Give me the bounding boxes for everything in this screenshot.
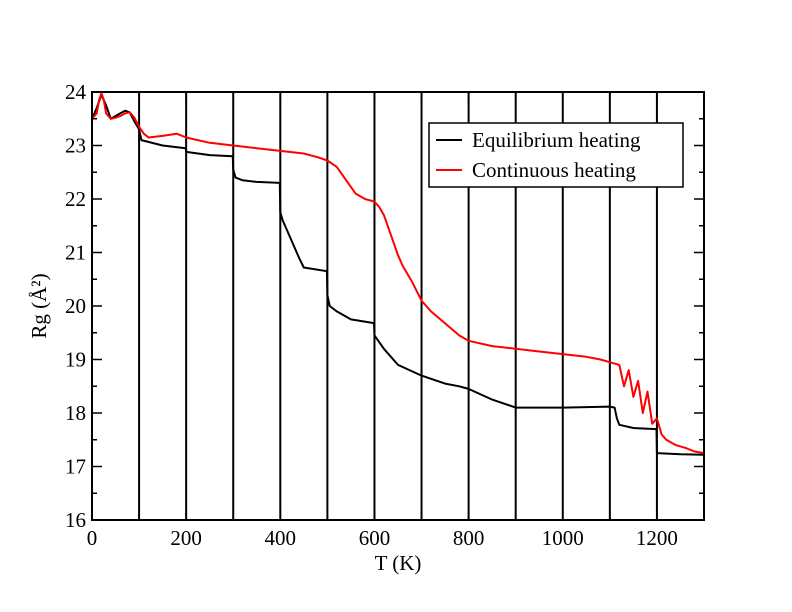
x-tick-label: 800 bbox=[453, 526, 485, 550]
x-axis-title: T (K) bbox=[375, 551, 422, 575]
legend-box bbox=[428, 122, 684, 188]
y-tick-label: 22 bbox=[65, 187, 86, 211]
y-tick-label: 23 bbox=[65, 134, 86, 158]
y-tick-label: 16 bbox=[65, 508, 86, 532]
legend-label-continuous-heating: Continuous heating bbox=[472, 158, 636, 182]
y-axis-title: Rg (Å²) bbox=[27, 273, 51, 338]
axis-ticks bbox=[91, 91, 704, 521]
x-tick-label: 600 bbox=[359, 526, 391, 550]
series-line-equilibrium-heating bbox=[91, 93, 705, 456]
series-layer bbox=[91, 92, 705, 456]
y-tick-label: 21 bbox=[65, 241, 86, 265]
x-tick-label: 0 bbox=[87, 526, 98, 550]
y-tick-label: 19 bbox=[65, 348, 86, 372]
y-tick-label: 18 bbox=[65, 401, 86, 425]
x-tick-label: 200 bbox=[170, 526, 202, 550]
legend: Equilibrium heating Continuous heating bbox=[428, 122, 684, 188]
x-tick-label: 400 bbox=[265, 526, 297, 550]
series-line-continuous-heating bbox=[91, 92, 705, 455]
y-tick-label: 20 bbox=[65, 294, 86, 318]
x-tick-label: 1000 bbox=[542, 526, 584, 550]
axis-tick-labels: 0 200 400 600 800 1000 1200 16 17 18 19 20 21 22 23 24 bbox=[65, 80, 678, 550]
x-tick-label: 1200 bbox=[636, 526, 678, 550]
legend-label-equilibrium-heating: Equilibrium heating bbox=[472, 128, 641, 152]
y-tick-label: 24 bbox=[65, 80, 87, 104]
y-tick-label: 17 bbox=[65, 455, 86, 479]
